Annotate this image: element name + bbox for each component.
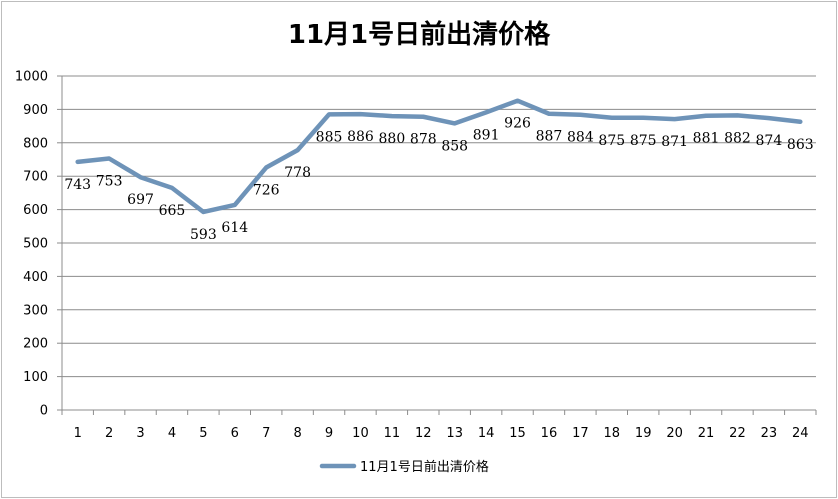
x-tick-label: 8 [293, 426, 301, 441]
x-tick-label: 18 [604, 426, 621, 441]
x-tick-label: 20 [666, 426, 683, 441]
x-tick-label: 7 [262, 426, 270, 441]
data-label: 858 [441, 138, 468, 154]
chart-title: 11月1号日前出清价格 [287, 20, 551, 50]
y-tick-label: 500 [23, 237, 48, 252]
x-tick-label: 23 [761, 426, 778, 441]
y-tick-label: 400 [23, 270, 48, 285]
x-tick-label: 12 [415, 426, 432, 441]
x-tick-label: 24 [792, 426, 809, 441]
data-label: 881 [693, 131, 720, 147]
x-tick-label: 13 [446, 426, 463, 441]
y-tick-label: 1000 [15, 70, 48, 85]
data-label: 887 [536, 129, 563, 145]
series-line [75, 98, 803, 215]
y-tick-label: 200 [23, 337, 48, 352]
data-label: 885 [316, 129, 343, 145]
data-label: 726 [253, 183, 280, 199]
x-tick-label: 5 [199, 426, 207, 441]
data-label: 697 [127, 192, 154, 208]
data-label: 875 [598, 133, 625, 149]
x-tick-label: 17 [572, 426, 589, 441]
data-label: 614 [221, 220, 248, 236]
x-tick-label: 6 [231, 426, 239, 441]
data-label: 593 [190, 227, 217, 243]
y-tick-label: 300 [23, 303, 48, 318]
data-label: 891 [473, 127, 500, 143]
data-label: 882 [724, 130, 751, 146]
y-tick-label: 800 [23, 136, 48, 151]
x-tick-label: 16 [541, 426, 558, 441]
data-label: 743 [64, 177, 91, 193]
x-tick-label: 4 [168, 426, 176, 441]
x-tick-label: 15 [509, 426, 526, 441]
data-label: 778 [284, 165, 311, 181]
data-label: 874 [756, 133, 783, 149]
data-label: 875 [630, 133, 657, 149]
data-label: 753 [96, 173, 123, 189]
data-label: 880 [379, 131, 406, 147]
y-tick-label: 0 [40, 404, 48, 419]
y-tick-label: 700 [23, 170, 48, 185]
data-label: 871 [661, 134, 688, 150]
y-tick-label: 900 [23, 103, 48, 118]
x-tick-label: 9 [325, 426, 333, 441]
y-tick-label: 600 [23, 203, 48, 218]
x-tick-label: 1 [74, 426, 82, 441]
data-label: 884 [567, 130, 594, 146]
data-label: 878 [410, 132, 437, 148]
x-tick-label: 21 [698, 426, 715, 441]
x-tick-label: 11 [384, 426, 401, 441]
x-tick-label: 2 [105, 426, 113, 441]
y-tick-label: 100 [23, 370, 48, 385]
x-tick-label: 19 [635, 426, 652, 441]
data-label: 886 [347, 129, 374, 145]
x-tick-label: 14 [478, 426, 495, 441]
data-label: 665 [159, 203, 186, 219]
x-tick-label: 3 [136, 426, 144, 441]
x-tick-label: 10 [352, 426, 369, 441]
data-label: 863 [787, 137, 814, 153]
data-label: 926 [504, 116, 531, 132]
legend-label: 11月1号日前出清价格 [360, 459, 489, 475]
x-tick-label: 22 [729, 426, 746, 441]
